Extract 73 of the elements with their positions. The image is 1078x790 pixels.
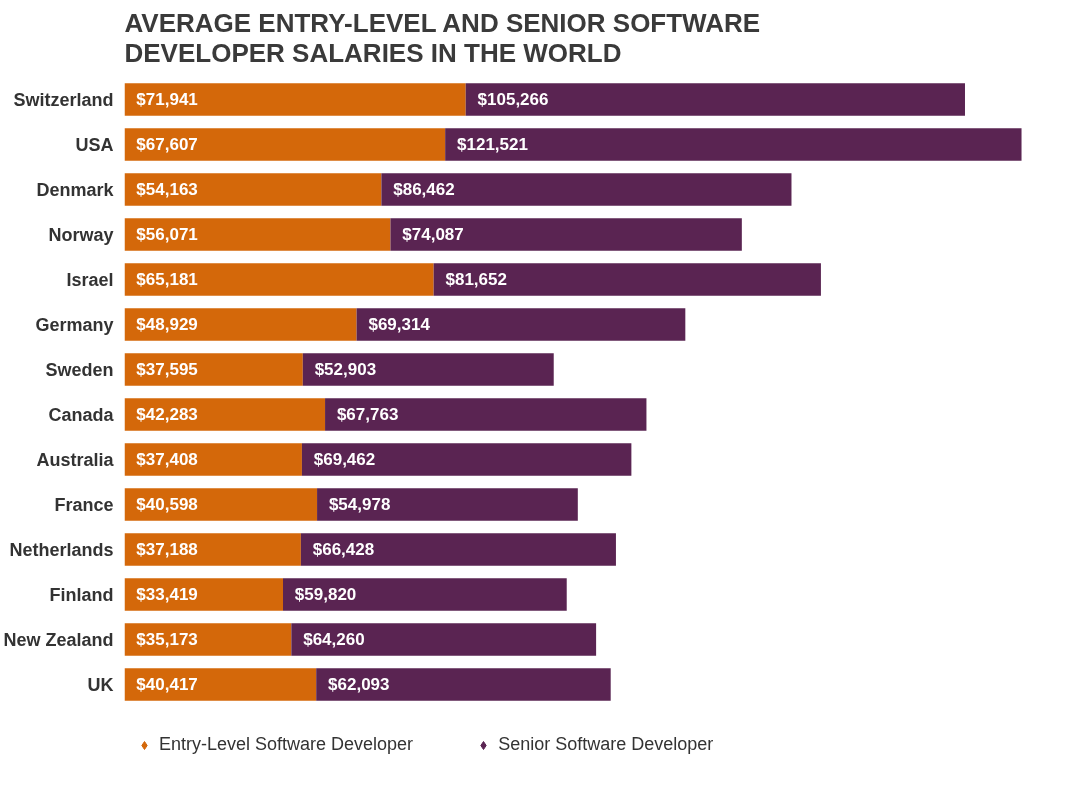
bar bbox=[124, 578, 284, 611]
data-label: $59,820 bbox=[294, 585, 357, 604]
bar bbox=[124, 308, 357, 341]
bar bbox=[390, 218, 742, 251]
data-label: $48,929 bbox=[136, 315, 198, 334]
y-tick-label: Finland bbox=[49, 584, 114, 605]
legend-label: Senior Software Developer bbox=[498, 734, 714, 755]
data-label: $71,941 bbox=[136, 90, 198, 109]
chart-title: AVERAGE ENTRY-LEVEL AND SENIOR SOFTWARE DEVELOPER SALARIES IN THE WORLD bbox=[124, 7, 761, 68]
bar bbox=[124, 173, 382, 206]
y-tick-label: Australia bbox=[36, 449, 115, 470]
bar bbox=[316, 668, 611, 701]
data-label: $33,419 bbox=[136, 585, 198, 604]
data-label: $69,462 bbox=[313, 450, 376, 469]
y-tick-label: Denmark bbox=[36, 179, 115, 200]
bar bbox=[124, 218, 391, 251]
bar bbox=[283, 578, 567, 611]
data-label: $74,087 bbox=[402, 225, 464, 244]
data-label: $37,595 bbox=[136, 360, 198, 379]
data-label: $40,417 bbox=[136, 675, 198, 694]
y-tick-label: Canada bbox=[48, 404, 115, 425]
data-label: $64,260 bbox=[303, 630, 365, 649]
y-tick-label: New Zealand bbox=[3, 629, 114, 650]
y-tick-label: Netherlands bbox=[9, 539, 114, 560]
data-label: $56,071 bbox=[136, 225, 198, 244]
data-label: $52,903 bbox=[314, 360, 377, 379]
data-label: $67,607 bbox=[136, 135, 198, 154]
data-label: $40,598 bbox=[136, 495, 198, 514]
data-label: $81,652 bbox=[445, 270, 507, 289]
bar bbox=[325, 398, 647, 431]
y-tick-label: Germany bbox=[35, 314, 114, 335]
bar bbox=[465, 83, 965, 116]
bar bbox=[124, 623, 292, 656]
bar bbox=[124, 83, 466, 116]
bar bbox=[291, 623, 597, 656]
y-tick-label: Israel bbox=[66, 269, 114, 290]
legend-label: Entry-Level Software Developer bbox=[159, 734, 414, 755]
bar bbox=[302, 353, 554, 386]
y-tick-label: USA bbox=[75, 134, 114, 155]
data-label: $66,428 bbox=[312, 540, 375, 559]
bar bbox=[124, 263, 434, 296]
bar bbox=[381, 173, 792, 206]
bar bbox=[124, 488, 318, 521]
bar bbox=[124, 398, 326, 431]
bar bbox=[124, 128, 446, 161]
data-label: $54,978 bbox=[328, 495, 391, 514]
y-tick-label: Sweden bbox=[45, 359, 114, 380]
bar bbox=[300, 533, 616, 566]
data-label: $69,314 bbox=[368, 315, 431, 334]
data-label: $62,093 bbox=[328, 675, 390, 694]
data-label: $86,462 bbox=[393, 180, 455, 199]
data-label: $105,266 bbox=[477, 90, 549, 109]
bar bbox=[433, 263, 821, 296]
data-label: $67,763 bbox=[336, 405, 399, 424]
bar bbox=[124, 533, 301, 566]
data-label: $35,173 bbox=[136, 630, 198, 649]
bar bbox=[301, 443, 632, 476]
data-label: $37,408 bbox=[136, 450, 198, 469]
y-tick-label: UK bbox=[87, 674, 114, 695]
data-label: $37,188 bbox=[136, 540, 198, 559]
data-label: $121,521 bbox=[457, 135, 528, 154]
bar bbox=[445, 128, 1022, 161]
data-label: $54,163 bbox=[136, 180, 198, 199]
y-tick-label: France bbox=[54, 494, 114, 515]
data-label: $65,181 bbox=[136, 270, 198, 289]
y-tick-label: Switzerland bbox=[13, 89, 114, 110]
bar bbox=[124, 443, 302, 476]
data-label: $42,283 bbox=[136, 405, 198, 424]
y-tick-label: Norway bbox=[48, 224, 114, 245]
bar bbox=[124, 668, 317, 701]
bar bbox=[356, 308, 686, 341]
bar bbox=[317, 488, 578, 521]
bar bbox=[124, 353, 303, 386]
